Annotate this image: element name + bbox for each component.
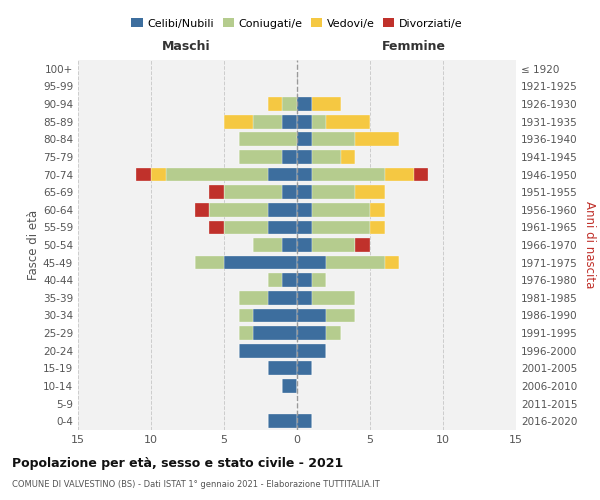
Bar (268, 97, 283, 111)
Bar (224, 186, 283, 199)
Bar (370, 220, 385, 234)
Bar (224, 115, 253, 128)
Bar (385, 256, 399, 270)
Bar (311, 220, 370, 234)
Text: COMUNE DI VALVESTINO (BS) - Dati ISTAT 1° gennaio 2021 - Elaborazione TUTTITALIA: COMUNE DI VALVESTINO (BS) - Dati ISTAT 1… (12, 480, 380, 489)
Bar (195, 256, 224, 270)
Bar (297, 132, 311, 146)
Bar (239, 344, 297, 358)
Bar (297, 203, 311, 216)
Bar (297, 291, 311, 304)
Bar (297, 150, 311, 164)
Bar (297, 220, 311, 234)
Bar (341, 150, 355, 164)
Bar (297, 326, 326, 340)
Bar (239, 308, 253, 322)
Bar (195, 203, 209, 216)
Bar (253, 238, 283, 252)
Bar (355, 186, 385, 199)
Bar (283, 186, 297, 199)
Bar (297, 308, 326, 322)
Bar (239, 291, 268, 304)
Bar (370, 203, 385, 216)
Bar (297, 344, 326, 358)
Bar (283, 274, 297, 287)
Bar (297, 168, 311, 181)
Bar (297, 414, 311, 428)
Bar (253, 115, 283, 128)
Bar (297, 238, 311, 252)
Bar (268, 274, 283, 287)
Bar (268, 203, 297, 216)
Bar (326, 326, 341, 340)
Text: Popolazione per età, sesso e stato civile - 2021: Popolazione per età, sesso e stato civil… (12, 458, 343, 470)
Bar (239, 326, 253, 340)
Bar (239, 132, 297, 146)
Y-axis label: Fasce di età: Fasce di età (27, 210, 40, 280)
Bar (253, 326, 297, 340)
Bar (311, 203, 370, 216)
Bar (385, 168, 414, 181)
Bar (311, 150, 341, 164)
Bar (311, 115, 326, 128)
Bar (209, 220, 224, 234)
Text: Femmine: Femmine (382, 40, 446, 52)
Bar (224, 220, 268, 234)
Bar (268, 291, 297, 304)
Bar (297, 274, 311, 287)
Bar (283, 115, 297, 128)
Bar (209, 203, 268, 216)
Bar (268, 168, 297, 181)
Bar (355, 132, 399, 146)
Bar (311, 274, 326, 287)
Bar (311, 238, 355, 252)
Bar (311, 291, 355, 304)
Bar (239, 150, 283, 164)
Bar (326, 308, 355, 322)
Bar (283, 150, 297, 164)
Bar (297, 256, 326, 270)
Bar (311, 132, 355, 146)
Bar (311, 186, 355, 199)
Bar (414, 168, 428, 181)
Bar (283, 238, 297, 252)
Bar (297, 97, 311, 111)
Bar (268, 414, 297, 428)
Bar (166, 168, 268, 181)
Bar (268, 362, 297, 375)
Bar (311, 97, 341, 111)
Bar (253, 308, 297, 322)
Bar (297, 186, 311, 199)
Bar (297, 115, 311, 128)
Text: Maschi: Maschi (161, 40, 211, 52)
Bar (136, 168, 151, 181)
Y-axis label: Anni di nascita: Anni di nascita (583, 202, 596, 288)
Bar (283, 379, 297, 393)
Bar (224, 256, 297, 270)
Bar (268, 220, 297, 234)
Bar (311, 168, 385, 181)
Bar (326, 256, 385, 270)
Legend: Celibi/Nubili, Coniugati/e, Vedovi/e, Divorziati/e: Celibi/Nubili, Coniugati/e, Vedovi/e, Di… (127, 14, 467, 33)
Bar (326, 115, 370, 128)
Bar (355, 238, 370, 252)
Bar (297, 362, 311, 375)
Bar (151, 168, 166, 181)
Bar (283, 97, 297, 111)
Bar (209, 186, 224, 199)
